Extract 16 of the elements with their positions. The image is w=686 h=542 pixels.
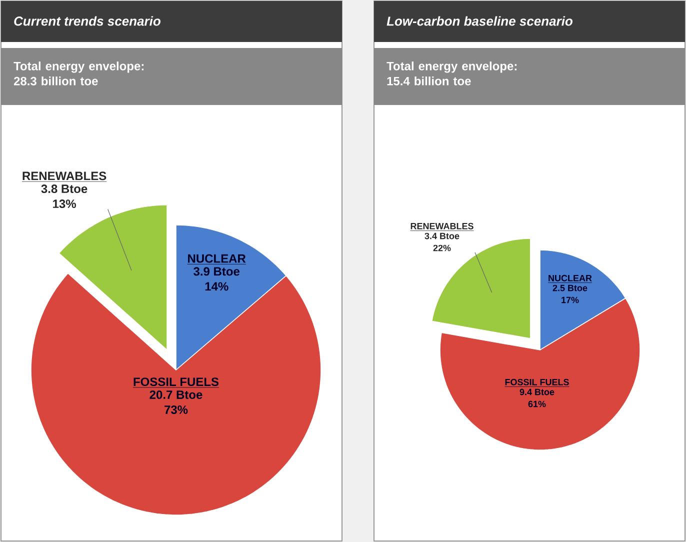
data-label: 9.4 Btoe 61%: [520, 388, 554, 408]
slice-label: NUCLEAR: [548, 274, 592, 282]
chart-title: Low-carbon baseline scenario: [386, 16, 573, 26]
data-label: 3.4 Btoe 22%: [424, 232, 460, 252]
data-label: 20.7 Btoe 73%: [150, 390, 202, 414]
chart-subtitle: Total energy envelope: 15.4 billion toe: [386, 62, 517, 86]
chart-title: Current trends scenario: [14, 16, 160, 26]
data-label: 3.8 Btoe 13%: [41, 184, 88, 208]
slice-label: FOSSIL FUELS: [505, 378, 569, 386]
chart-subtitle: Total energy envelope: 28.3 billion toe: [14, 62, 144, 86]
slice-label: FOSSIL FUELS: [134, 378, 219, 386]
data-label: 2.5 Btoe 17%: [552, 284, 588, 304]
slice-label: NUCLEAR: [188, 254, 246, 263]
data-label: 3.9 Btoe 14%: [194, 267, 240, 291]
slice-label: RENEWABLES: [22, 172, 106, 180]
slice-label: RENEWABLES: [410, 222, 474, 230]
